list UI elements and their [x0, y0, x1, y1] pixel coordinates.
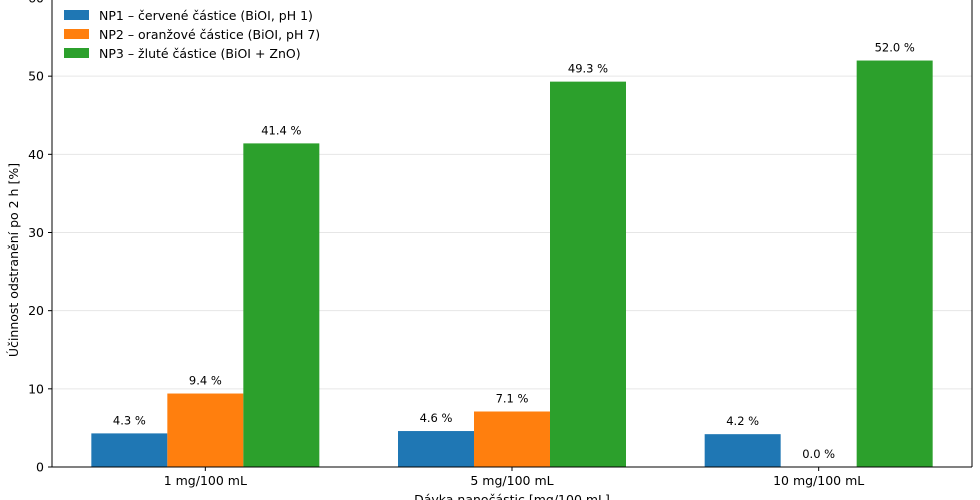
y-tick-label: 30: [28, 225, 44, 240]
y-tick-label: 40: [28, 147, 44, 162]
data-label: 4.6 %: [420, 411, 453, 425]
bar: [550, 81, 626, 467]
legend-entry: NP3 – žluté částice (BiOI + ZnO): [99, 46, 301, 61]
y-tick-label: 0: [36, 460, 44, 475]
data-label: 52.0 %: [875, 41, 915, 55]
y-tick-label: 50: [28, 69, 44, 84]
legend-swatch: [64, 29, 89, 39]
x-tick-label: 10 mg/100 mL: [773, 473, 864, 488]
bar: [474, 411, 550, 467]
legend-entry: NP1 – červené částice (BiOI, pH 1): [99, 8, 313, 23]
bar: [704, 434, 781, 467]
legend-entry: NP2 – oranžové částice (BiOI, pH 7): [99, 27, 320, 42]
data-label: 4.3 %: [113, 413, 146, 427]
bar: [91, 433, 168, 467]
data-label: 7.1 %: [496, 392, 529, 406]
data-label: 9.4 %: [189, 374, 222, 388]
data-label: 4.2 %: [726, 414, 759, 428]
data-label: 49.3 %: [568, 62, 608, 76]
bar: [398, 431, 474, 467]
data-label: 0.0 %: [802, 447, 835, 461]
y-tick-label: 10: [28, 381, 44, 396]
legend-swatch: [64, 10, 89, 20]
data-label: 41.4 %: [261, 123, 301, 137]
y-tick-label: 60: [28, 0, 44, 6]
y-axis-label: Účinnost odstranění po 2 h [%]: [6, 163, 21, 357]
bar: [167, 393, 244, 467]
x-tick-label: 5 mg/100 mL: [470, 473, 553, 488]
legend-swatch: [64, 48, 89, 58]
data-labels: 4.3 % 9.4 % 41.4 % 4.6 % 7.1 % 49.3 % 4.2 % 0.0…: [113, 41, 915, 461]
x-axis-label: Dávka nanočástic [mg/100 mL]: [414, 492, 610, 500]
x-tick-label: 1 mg/100 mL: [164, 473, 247, 488]
axes: 0 10 20 30 40 50 60 1 mg/100 mL 5 mg/100 mL 10 mg…: [28, 0, 973, 488]
bar: [856, 60, 933, 468]
bar: [243, 143, 320, 467]
y-tick-label: 20: [28, 303, 44, 318]
legend: NP1 – červené částice (BiOI, pH 1) NP2 – …: [64, 8, 320, 61]
bars: [91, 60, 933, 468]
